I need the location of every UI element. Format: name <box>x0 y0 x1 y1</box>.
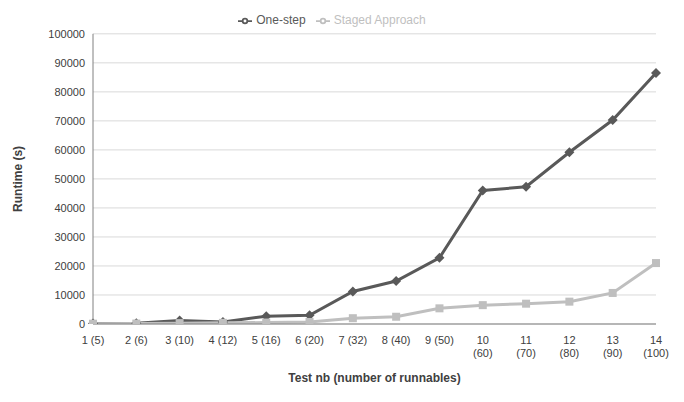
svg-text:100000: 100000 <box>48 28 85 40</box>
svg-text:40000: 40000 <box>54 202 85 214</box>
svg-text:10000: 10000 <box>54 289 85 301</box>
html-text:One-step: One-step <box>256 13 306 27</box>
svg-text:70000: 70000 <box>54 115 85 127</box>
svg-text:60000: 60000 <box>54 144 85 156</box>
svg-text:50000: 50000 <box>54 173 85 185</box>
svg-text:1 (5): 1 (5) <box>82 334 105 346</box>
svg-text:13(90): 13(90) <box>603 334 623 359</box>
svg-text:2 (6): 2 (6) <box>125 334 148 346</box>
svg-text:30000: 30000 <box>54 231 85 243</box>
svg-text:90000: 90000 <box>54 57 85 69</box>
svg-text:20000: 20000 <box>54 260 85 272</box>
html-text:Staged Approach: Staged Approach <box>333 13 426 27</box>
svg-text:Test nb (number of runnables): Test nb (number of runnables) <box>288 371 460 385</box>
svg-text:9 (50): 9 (50) <box>425 334 454 346</box>
svg-text:4 (12): 4 (12) <box>209 334 238 346</box>
svg-text:7 (32): 7 (32) <box>338 334 367 346</box>
svg-text:3 (10): 3 (10) <box>165 334 194 346</box>
svg-text:0: 0 <box>79 318 85 330</box>
svg-text:Runtime (s): Runtime (s) <box>11 146 25 212</box>
svg-text:11(70): 11(70) <box>516 334 536 359</box>
svg-text:6 (20): 6 (20) <box>295 334 324 346</box>
svg-text:5 (16): 5 (16) <box>252 334 281 346</box>
svg-text:8 (40): 8 (40) <box>382 334 411 346</box>
svg-text:80000: 80000 <box>54 86 85 98</box>
svg-text:14(100): 14(100) <box>643 334 669 359</box>
svg-text:12(80): 12(80) <box>560 334 580 359</box>
svg-text:10(60): 10(60) <box>473 334 493 359</box>
